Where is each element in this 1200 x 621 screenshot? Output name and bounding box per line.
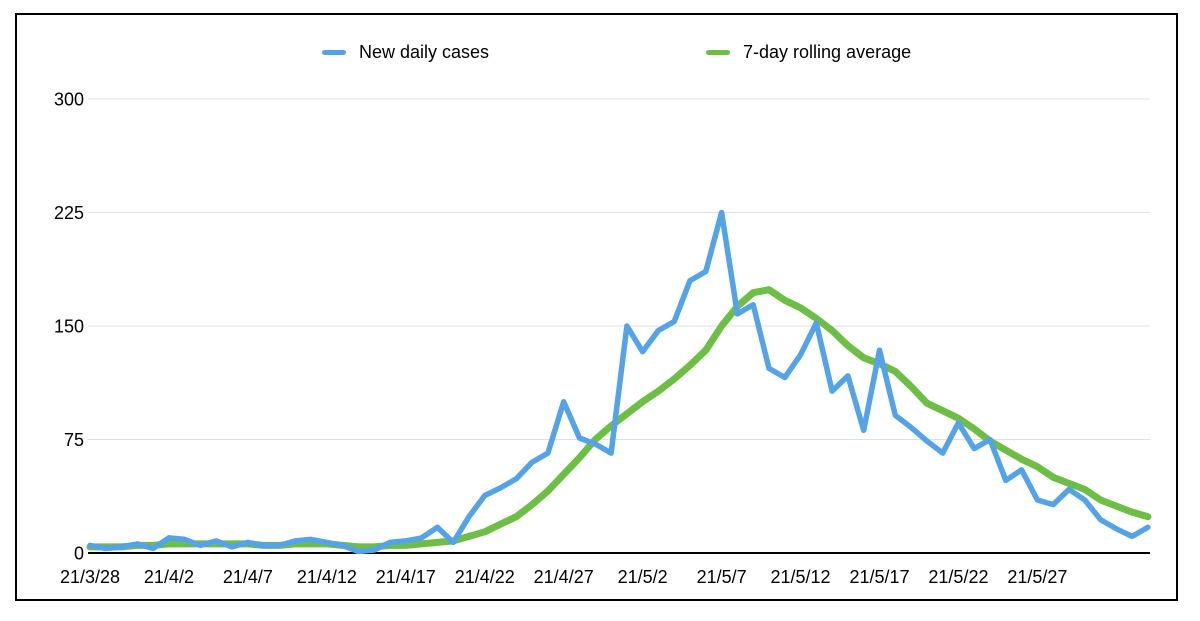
legend-swatch-blue-line-icon xyxy=(322,50,346,55)
chart-frame: New daily cases 7-day rolling average xyxy=(15,13,1178,601)
x-tick-label: 21/5/2 xyxy=(618,567,668,587)
legend-label-rolling-average: 7-day rolling average xyxy=(743,42,912,62)
series-line-7-day-rolling-average xyxy=(86,286,1152,551)
legend-swatch-green-line-icon xyxy=(706,50,730,55)
x-tick-label: 21/5/12 xyxy=(771,567,831,587)
y-tick-label: 300 xyxy=(54,90,84,110)
y-tick-label: 150 xyxy=(54,317,84,337)
x-tick-label: 21/5/27 xyxy=(1007,567,1067,587)
series-line-new-daily-cases xyxy=(87,209,1151,555)
x-tick-label: 21/4/27 xyxy=(534,567,594,587)
gridlines xyxy=(88,98,1150,440)
x-tick-label: 21/5/22 xyxy=(928,567,988,587)
x-tick-label: 21/5/17 xyxy=(849,567,909,587)
x-axis-labels: 21/3/28 21/4/2 21/4/7 21/4/12 21/4/17 21/4/22… xyxy=(60,567,1067,587)
x-tick-label: 21/4/2 xyxy=(144,567,194,587)
x-tick-label: 21/4/17 xyxy=(376,567,436,587)
x-tick-label: 21/5/7 xyxy=(697,567,747,587)
y-axis-labels: 0 75 150 225 300 xyxy=(54,90,84,564)
legend-item-rolling-average: 7-day rolling average xyxy=(706,42,911,63)
y-tick-label: 75 xyxy=(64,430,84,450)
y-tick-label: 225 xyxy=(54,203,84,223)
x-tick-label: 21/4/22 xyxy=(455,567,515,587)
legend-item-new-daily-cases: New daily cases xyxy=(322,42,489,63)
x-tick-label: 21/4/12 xyxy=(297,567,357,587)
legend-label-new-daily-cases: New daily cases xyxy=(359,42,490,62)
y-tick-label: 0 xyxy=(74,544,84,564)
x-tick-label: 21/4/7 xyxy=(223,567,273,587)
x-tick-label: 21/3/28 xyxy=(60,567,120,587)
